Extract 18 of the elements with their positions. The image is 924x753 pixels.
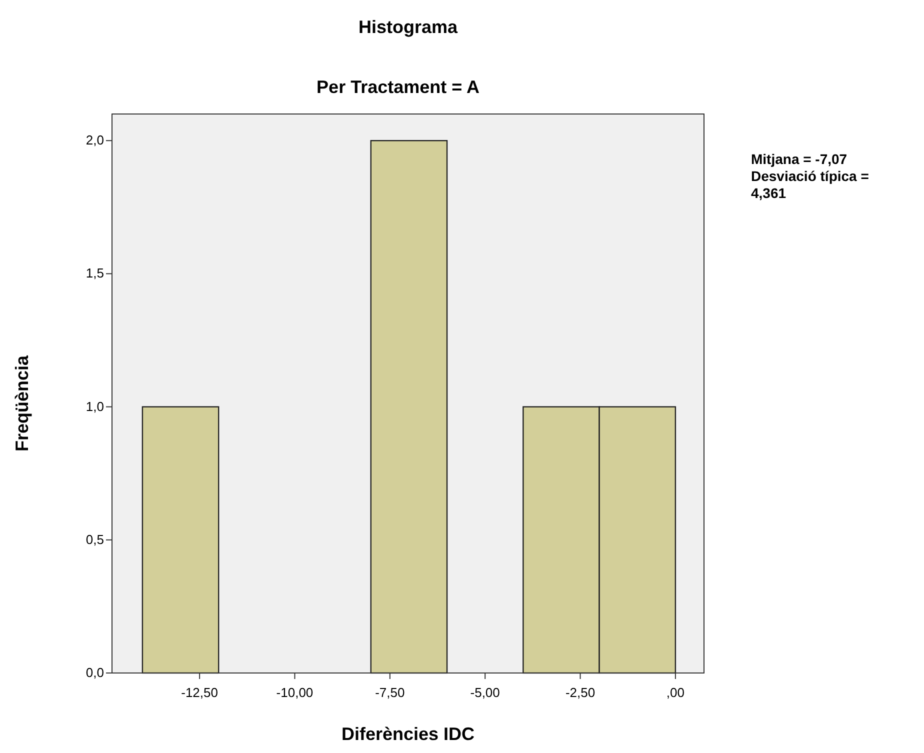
y-tick-label: 1,0 — [86, 398, 104, 414]
y-tick-label: 2,0 — [86, 132, 104, 148]
x-axis-title: Diferències IDC — [341, 724, 475, 744]
y-tick-label: 0,0 — [86, 665, 104, 680]
x-tick-label: -2,50 — [565, 685, 596, 700]
y-axis-title: Freqüència — [12, 354, 32, 452]
y-tick-label: 0,5 — [86, 532, 104, 547]
text: Mitjana = -7,07 — [751, 151, 848, 167]
x-tick-label: -10,00 — [276, 685, 314, 700]
text: Desviació típica = — [751, 168, 869, 184]
x-tick-label: -5,00 — [470, 685, 500, 700]
x-tick-label: -7,50 — [375, 685, 405, 700]
chart-subtitle: Per Tractament = A — [316, 77, 480, 97]
x-tick-label: ,00 — [666, 685, 684, 700]
chart-title: Histograma — [358, 17, 458, 37]
x-tick-label: -12,50 — [181, 685, 218, 700]
text: 4,361 — [751, 185, 786, 201]
y-tick-label: 1,5 — [86, 266, 104, 281]
